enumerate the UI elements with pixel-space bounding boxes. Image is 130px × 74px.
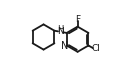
Text: N: N [57,27,64,36]
Text: Cl: Cl [92,44,100,53]
Text: N: N [61,41,69,51]
Text: F: F [75,15,80,24]
Text: H: H [57,25,64,34]
